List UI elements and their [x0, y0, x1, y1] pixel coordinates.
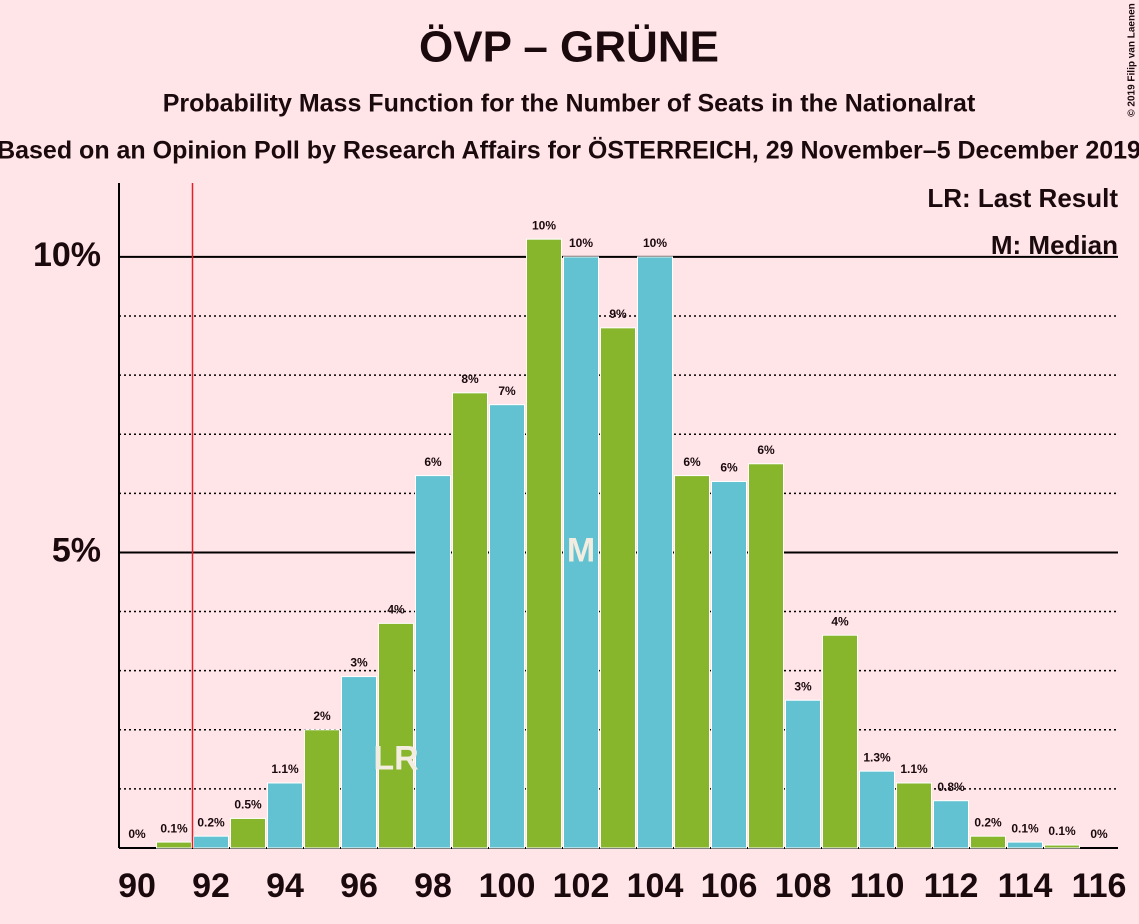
value-label: 6%: [757, 443, 775, 457]
bar: [415, 475, 451, 849]
x-tick-label: 102: [553, 867, 610, 905]
value-label: 1.3%: [863, 750, 891, 764]
bar: [637, 256, 673, 849]
value-label: 1.1%: [900, 762, 928, 776]
value-label: 0.1%: [1048, 824, 1076, 838]
value-label: 3%: [350, 656, 368, 670]
x-tick-label: 94: [266, 867, 304, 905]
bar: [1044, 844, 1080, 849]
bar: [341, 676, 377, 849]
value-label: 10%: [643, 236, 667, 250]
value-label: 7%: [498, 384, 516, 398]
value-label: 4%: [831, 614, 849, 628]
value-label: 0%: [128, 827, 146, 841]
value-label: 6%: [720, 461, 738, 475]
x-tick-label: 98: [414, 867, 452, 905]
bar-marker: M: [567, 531, 595, 569]
x-tick-label: 106: [701, 867, 758, 905]
x-tick-label: 114: [998, 867, 1053, 905]
value-label: 1.1%: [271, 762, 299, 776]
value-label: 3%: [794, 679, 812, 693]
x-tick-label: 104: [627, 867, 684, 905]
chart-title: ÖVP – GRÜNE: [419, 23, 719, 72]
chart-subtitle: Based on an Opinion Poll by Research Aff…: [0, 136, 1139, 165]
bar: [970, 835, 1006, 849]
value-label: 0.1%: [1011, 821, 1039, 835]
value-label: 10%: [569, 236, 593, 250]
value-label: 0.8%: [937, 780, 965, 794]
bar: [785, 699, 821, 849]
bar: [193, 835, 229, 849]
bar: [1007, 841, 1043, 849]
x-tick-label: 116: [1072, 867, 1127, 905]
y-tick-label: 10%: [33, 236, 101, 274]
x-tick-label: 92: [192, 867, 230, 905]
x-tick-label: 108: [775, 867, 832, 905]
value-label: 8%: [461, 372, 479, 386]
x-tick-label: 100: [479, 867, 536, 905]
value-label: 9%: [609, 307, 627, 321]
bar: [933, 800, 969, 849]
x-tick-label: 112: [924, 867, 979, 905]
legend-entry: LR: Last Result: [927, 183, 1118, 213]
y-tick-label: 5%: [52, 531, 101, 569]
bar: [563, 256, 599, 849]
value-label: 0.2%: [197, 815, 225, 829]
chart-subtitle: Probability Mass Function for the Number…: [163, 90, 976, 118]
bar: [896, 782, 932, 849]
bar: [711, 481, 747, 849]
bar: [600, 327, 636, 849]
x-tick-label: 90: [118, 867, 156, 905]
bar: [452, 392, 488, 849]
bar: [378, 622, 414, 849]
x-tick-label: 110: [850, 867, 905, 905]
bar: [674, 475, 710, 849]
bar: [489, 404, 525, 849]
x-tick-label: 96: [340, 867, 378, 905]
value-label: 10%: [532, 218, 556, 232]
bar: [748, 463, 784, 849]
bar: [859, 770, 895, 849]
legend-entry: M: Median: [991, 230, 1118, 260]
copyright: © 2019 Filip van Laenen: [1127, 3, 1138, 117]
value-label: 6%: [424, 455, 442, 469]
value-label: 0.1%: [160, 821, 188, 835]
bar: [526, 238, 562, 849]
value-label: 6%: [683, 455, 701, 469]
bar: [267, 782, 303, 849]
bar: [156, 841, 192, 849]
value-label: 0%: [1090, 827, 1108, 841]
value-label: 4%: [387, 603, 405, 617]
value-label: 0.5%: [234, 798, 262, 812]
bar: [304, 729, 340, 849]
bar: [230, 817, 266, 849]
bar-marker: LR: [373, 740, 418, 778]
bar: [822, 634, 858, 849]
value-label: 2%: [313, 709, 331, 723]
value-label: 0.2%: [974, 815, 1002, 829]
